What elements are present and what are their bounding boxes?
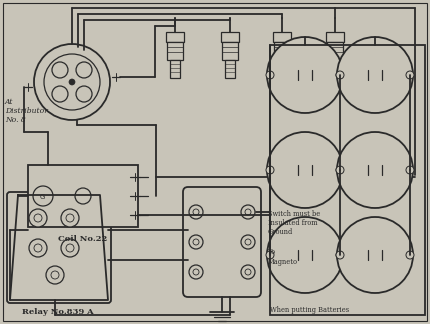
Circle shape — [336, 251, 344, 259]
Circle shape — [337, 217, 413, 293]
Ellipse shape — [294, 234, 316, 276]
Ellipse shape — [364, 54, 387, 96]
Text: When putting Batteries: When putting Batteries — [270, 306, 349, 314]
Circle shape — [29, 209, 47, 227]
Circle shape — [61, 239, 79, 257]
Circle shape — [193, 209, 199, 215]
FancyBboxPatch shape — [7, 192, 111, 303]
Circle shape — [51, 271, 59, 279]
Bar — [326, 32, 344, 42]
Circle shape — [336, 251, 344, 259]
Bar — [28, 165, 138, 227]
Circle shape — [337, 132, 413, 208]
Circle shape — [336, 166, 344, 174]
Circle shape — [337, 37, 413, 113]
Circle shape — [189, 265, 203, 279]
Circle shape — [193, 269, 199, 275]
Circle shape — [189, 205, 203, 219]
Circle shape — [76, 86, 92, 102]
Circle shape — [46, 266, 64, 284]
Circle shape — [406, 71, 414, 79]
Text: Magneto: Magneto — [268, 258, 298, 266]
Circle shape — [75, 188, 91, 204]
Circle shape — [267, 217, 343, 293]
Text: Coil No.22: Coil No.22 — [58, 235, 108, 243]
Bar — [222, 42, 238, 60]
Circle shape — [241, 205, 255, 219]
Circle shape — [34, 44, 110, 120]
Circle shape — [406, 251, 414, 259]
Circle shape — [245, 209, 251, 215]
Circle shape — [189, 235, 203, 249]
Circle shape — [241, 265, 255, 279]
Bar — [166, 32, 184, 42]
Circle shape — [52, 86, 68, 102]
Circle shape — [69, 79, 75, 85]
Circle shape — [336, 166, 344, 174]
Circle shape — [336, 71, 344, 79]
Ellipse shape — [364, 149, 387, 191]
Circle shape — [44, 54, 100, 110]
Bar — [221, 32, 239, 42]
Circle shape — [245, 239, 251, 245]
Circle shape — [266, 251, 274, 259]
Polygon shape — [10, 195, 108, 300]
FancyBboxPatch shape — [183, 187, 261, 297]
Bar — [170, 60, 180, 78]
Circle shape — [193, 239, 199, 245]
Circle shape — [34, 214, 42, 222]
Ellipse shape — [294, 149, 316, 191]
Text: At
Distributor
No. 8: At Distributor No. 8 — [5, 98, 48, 124]
Circle shape — [267, 132, 343, 208]
Bar — [167, 42, 183, 60]
Bar — [330, 60, 340, 78]
Bar — [277, 60, 287, 78]
Circle shape — [33, 186, 53, 206]
Circle shape — [266, 166, 274, 174]
Text: G: G — [39, 194, 45, 200]
Circle shape — [52, 62, 68, 78]
Bar — [327, 42, 343, 60]
Text: Switch must be
Insulated from
Ground: Switch must be Insulated from Ground — [268, 210, 320, 237]
Bar — [273, 32, 291, 42]
Circle shape — [267, 37, 343, 113]
Bar — [274, 42, 290, 60]
Bar — [270, 45, 425, 315]
Circle shape — [66, 244, 74, 252]
Circle shape — [34, 244, 42, 252]
Circle shape — [61, 209, 79, 227]
Circle shape — [406, 166, 414, 174]
Text: Relay No.839 A: Relay No.839 A — [22, 308, 94, 316]
Circle shape — [245, 269, 251, 275]
Text: To: To — [268, 248, 276, 256]
Circle shape — [66, 214, 74, 222]
Circle shape — [241, 235, 255, 249]
Circle shape — [266, 71, 274, 79]
Circle shape — [336, 71, 344, 79]
Circle shape — [29, 239, 47, 257]
Bar — [225, 60, 235, 78]
Ellipse shape — [294, 54, 316, 96]
Ellipse shape — [364, 234, 387, 276]
Circle shape — [76, 62, 92, 78]
